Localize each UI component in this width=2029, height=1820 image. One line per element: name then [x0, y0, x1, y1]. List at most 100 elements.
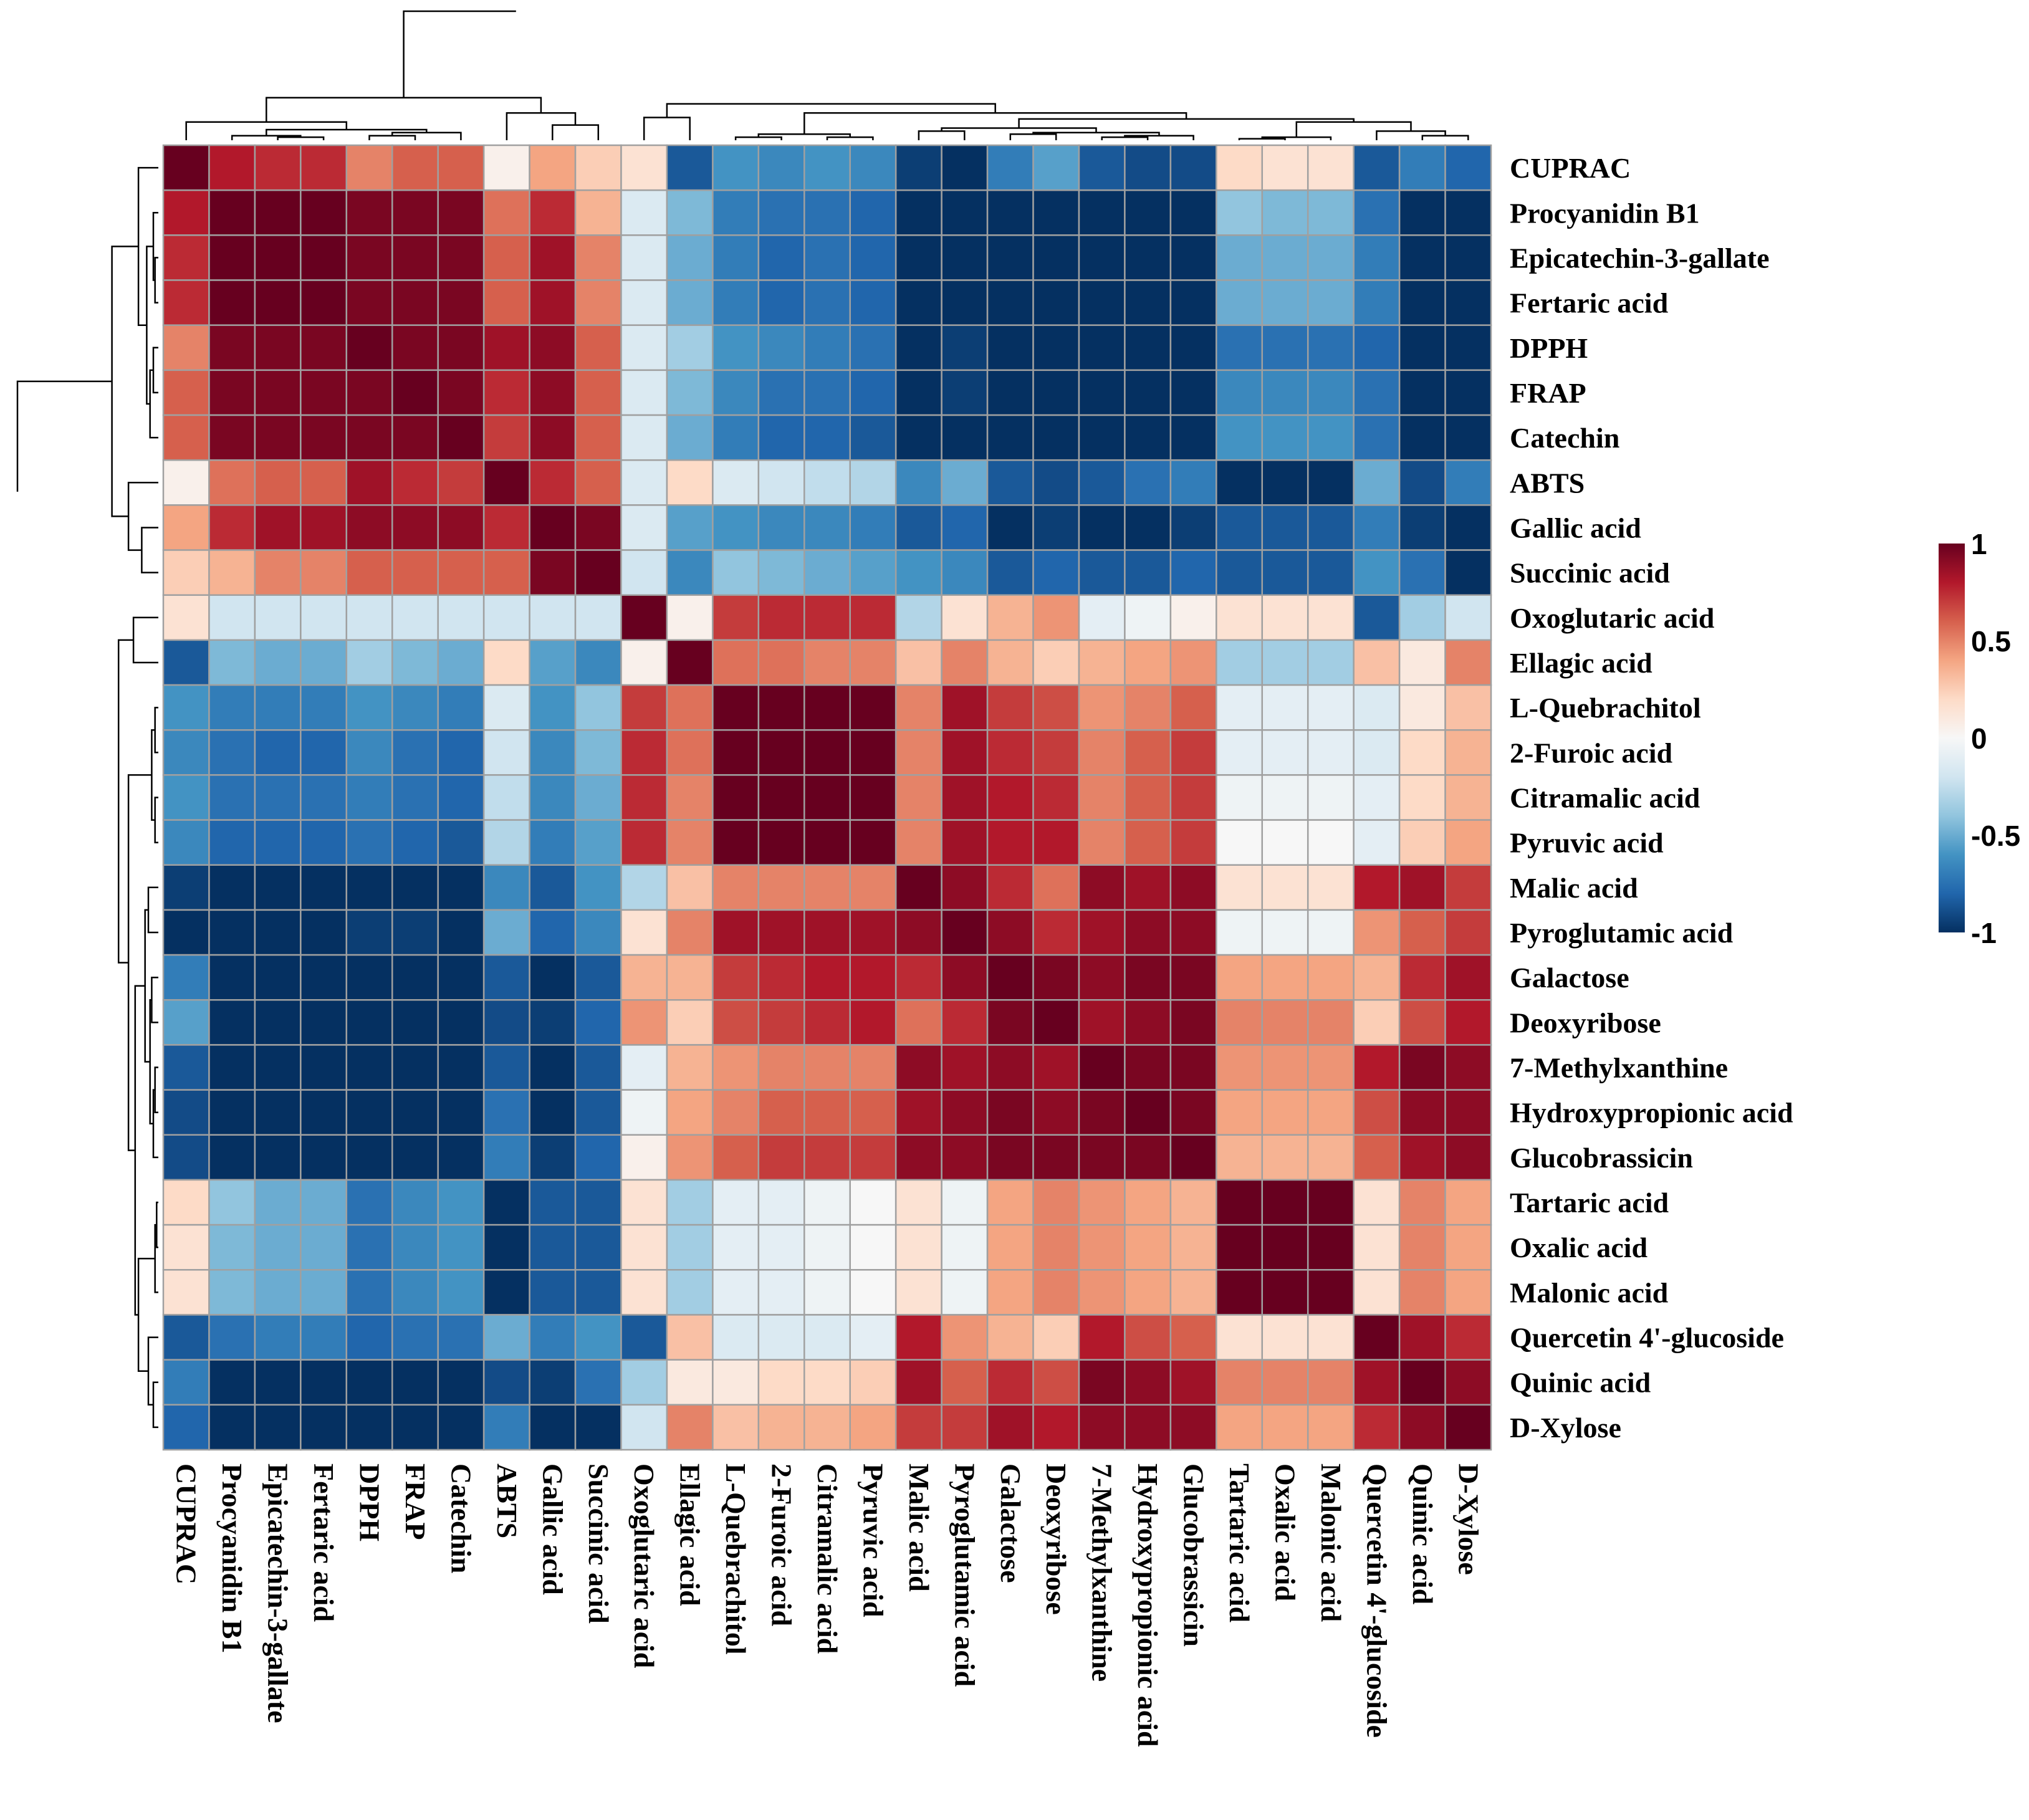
heatmap-cell [482, 504, 530, 551]
heatmap-cell [1307, 504, 1355, 551]
heatmap-cell [1216, 459, 1264, 506]
heatmap-cell [666, 459, 714, 506]
heatmap-cell [1398, 1269, 1446, 1316]
heatmap-cell [162, 954, 210, 1001]
heatmap-cell [620, 234, 668, 281]
heatmap-cell [1078, 594, 1126, 641]
row-label: 7-Methylxanthine [1510, 1052, 1728, 1084]
heatmap-cell [300, 1269, 348, 1316]
row-label: Ellagic acid [1510, 647, 1652, 679]
heatmap-cell [757, 279, 805, 326]
heatmap-cell [1169, 144, 1217, 191]
heatmap-cell [1169, 1179, 1217, 1226]
heatmap-cell [1444, 1089, 1492, 1136]
heatmap-cell [941, 279, 989, 326]
heatmap-cell [1216, 1089, 1264, 1136]
heatmap-cell [574, 1359, 622, 1406]
heatmap-cell [1307, 1404, 1355, 1451]
heatmap-cell [208, 1269, 256, 1316]
dendrogram-branch [1421, 135, 1469, 140]
heatmap-cell [208, 144, 256, 191]
column-label: Quercetin 4'-glucoside [1361, 1463, 1393, 1738]
heatmap-cell [1307, 639, 1355, 686]
heatmap-cell [849, 909, 897, 956]
heatmap-cell [666, 999, 714, 1046]
row-label: Gallic acid [1510, 512, 1641, 544]
heatmap-cell [529, 819, 577, 866]
heatmap-cell [1444, 1044, 1492, 1091]
heatmap-cell [986, 1134, 1034, 1181]
heatmap-cell [574, 1269, 622, 1316]
heatmap-cell [620, 819, 668, 866]
heatmap-cell [208, 1044, 256, 1091]
heatmap-cell [1078, 189, 1126, 236]
heatmap-cell [1124, 1314, 1172, 1361]
heatmap-cell [300, 414, 348, 461]
heatmap-cell [1353, 954, 1401, 1001]
heatmap-cell [1261, 774, 1309, 821]
heatmap-cell [1353, 414, 1401, 461]
heatmap-cell [620, 909, 668, 956]
heatmap-cell [254, 864, 302, 911]
heatmap-cell [849, 1314, 897, 1361]
heatmap-cell [1216, 234, 1264, 281]
heatmap-cell [803, 504, 851, 551]
heatmap-cell [529, 279, 577, 326]
heatmap-cell [1307, 954, 1355, 1001]
heatmap-cell [1307, 684, 1355, 731]
heatmap-cell [757, 864, 805, 911]
heatmap-cell [666, 1359, 714, 1406]
heatmap-cell [620, 729, 668, 776]
heatmap-cell [620, 999, 668, 1046]
heatmap-cell [391, 504, 439, 551]
dendrogram-branch [151, 729, 155, 821]
heatmap-cell [757, 999, 805, 1046]
heatmap-cell [437, 594, 485, 641]
heatmap-cell [162, 234, 210, 281]
heatmap-cell [803, 954, 851, 1001]
row-label: Quercetin 4'-glucoside [1510, 1322, 1784, 1354]
heatmap-cell [1444, 234, 1492, 281]
heatmap-cell [345, 684, 393, 731]
heatmap-cell [849, 189, 897, 236]
heatmap-cell [300, 1134, 348, 1181]
heatmap-cell [895, 1359, 943, 1406]
heatmap-cell [1169, 819, 1217, 866]
heatmap-cell [620, 459, 668, 506]
heatmap-cell [1398, 414, 1446, 461]
dendrogram-branch [185, 121, 348, 140]
heatmap-cell [254, 1134, 302, 1181]
heatmap-cell [300, 234, 348, 281]
heatmap-cell [254, 1089, 302, 1136]
heatmap-cell [941, 459, 989, 506]
heatmap-cell [986, 729, 1034, 776]
heatmap-cell [803, 594, 851, 641]
column-label: Catechin [445, 1463, 477, 1573]
dendrogram-branch [152, 212, 158, 281]
heatmap-cell [1032, 954, 1080, 1001]
heatmap-cell [529, 1269, 577, 1316]
heatmap-cell [208, 369, 256, 416]
heatmap-cell [345, 1269, 393, 1316]
heatmap-cell [529, 504, 577, 551]
heatmap-cell [1216, 729, 1264, 776]
heatmap-cell [803, 684, 851, 731]
heatmap-cell [620, 549, 668, 596]
column-label: Glucobrassicin [1178, 1463, 1210, 1647]
heatmap-cell [1078, 369, 1126, 416]
heatmap-cell [1307, 369, 1355, 416]
heatmap-cell [620, 144, 668, 191]
heatmap-cell [482, 1314, 530, 1361]
heatmap-cell [1124, 234, 1172, 281]
heatmap-cell [1124, 189, 1172, 236]
heatmap-cell [895, 1314, 943, 1361]
heatmap-cell [666, 414, 714, 461]
heatmap-cell [757, 1404, 805, 1451]
column-label: Galactose [995, 1463, 1027, 1583]
heatmap-cell [1078, 909, 1126, 956]
heatmap-cell [300, 594, 348, 641]
column-label: Oxalic acid [1269, 1463, 1301, 1601]
heatmap-cell [666, 1134, 714, 1181]
heatmap-cell [1078, 279, 1126, 326]
